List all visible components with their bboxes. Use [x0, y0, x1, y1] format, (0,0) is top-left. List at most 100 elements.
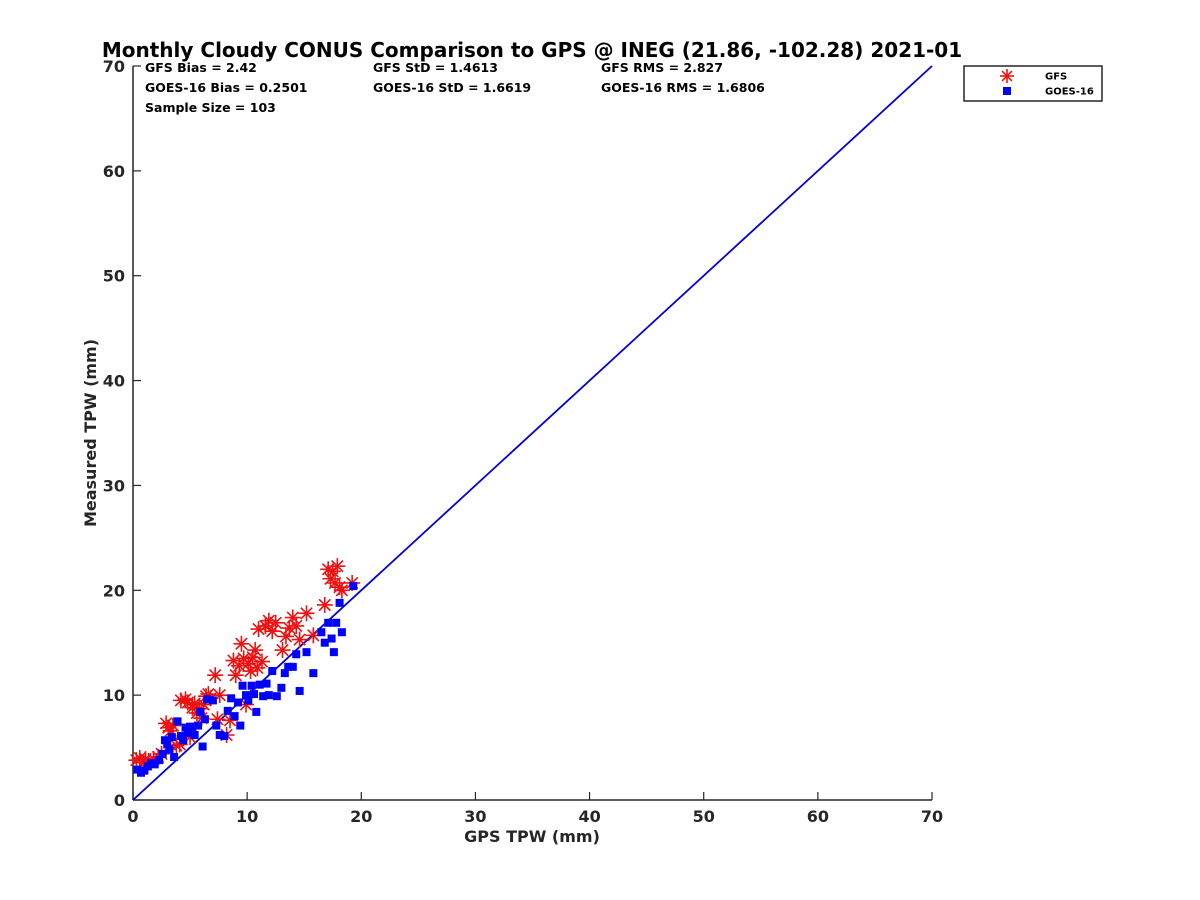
goes-point: [188, 726, 197, 735]
goes-point: [212, 721, 221, 730]
goes-point: [252, 707, 261, 716]
legend-box: [963, 65, 1103, 102]
goes-point: [327, 634, 336, 643]
x-tick-label: 70: [921, 807, 943, 826]
gfs-point: [233, 635, 250, 652]
goes-point: [155, 756, 164, 765]
goes-point: [190, 730, 199, 739]
sample-size-stat: Sample Size = 103: [145, 100, 276, 115]
gfs-point: [267, 614, 284, 631]
goes-point: [320, 638, 329, 647]
gfs-point: [247, 642, 264, 659]
goes-point: [259, 692, 268, 701]
goes-point: [309, 669, 318, 678]
legend-label: GOES-16: [1045, 87, 1094, 98]
goes-point: [165, 745, 174, 754]
gfs-rms-stat: GFS RMS = 2.827: [601, 60, 723, 75]
goes-point: [200, 715, 209, 724]
x-tick-label: 60: [807, 807, 829, 826]
gfs-point: [250, 621, 267, 638]
legend: GFS GOES-16: [963, 65, 1103, 102]
y-tick-label: 30: [103, 476, 125, 495]
goes-point: [255, 680, 264, 689]
gfs-point: [253, 653, 270, 670]
goes-point: [227, 694, 236, 703]
goes-point: [160, 736, 169, 745]
goes-point: [249, 690, 258, 699]
goes-point: [317, 628, 326, 637]
goes-std-stat: GOES-16 StD = 1.6619: [373, 80, 531, 95]
goes-point: [238, 681, 247, 690]
x-tick-label: 50: [693, 807, 715, 826]
goes-point: [223, 706, 232, 715]
goes-point: [198, 742, 207, 751]
reference-line-group: [132, 65, 933, 801]
gfs-bias-stat: GFS Bias = 2.42: [145, 60, 257, 75]
gfs-point: [291, 631, 308, 648]
goes-point: [234, 698, 243, 707]
goes-point: [183, 728, 192, 737]
goes-point: [324, 618, 333, 627]
goes-point: [181, 723, 190, 732]
goes-point: [302, 648, 311, 657]
y-axis-label: Measured TPW (mm): [81, 339, 100, 527]
gfs-point: [305, 627, 322, 644]
y-tick-label: 20: [103, 581, 125, 600]
goes-point: [242, 691, 251, 700]
goes-point: [244, 696, 253, 705]
gfs-point: [288, 617, 305, 634]
gfs-std-stat: GFS StD = 1.4613: [373, 60, 498, 75]
gfs-point: [207, 667, 224, 684]
goes-point: [292, 650, 301, 659]
axes: [132, 65, 933, 801]
goes-point: [186, 722, 195, 731]
y-tick-label: 0: [114, 791, 125, 810]
series-goes-16: [133, 582, 358, 777]
x-tick-label: 20: [350, 807, 372, 826]
goes-point: [176, 732, 185, 741]
y-tick-label: 10: [103, 686, 125, 705]
goes-point: [337, 628, 346, 637]
x-tick-label: 0: [127, 807, 138, 826]
goes-point: [170, 753, 179, 762]
goes-point: [194, 721, 203, 730]
gfs-point: [274, 642, 291, 659]
goes-point: [208, 696, 217, 705]
gfs-point: [333, 582, 350, 599]
x-axis-label: GPS TPW (mm): [464, 827, 600, 846]
reference-line: [132, 65, 933, 801]
gfs-point: [316, 596, 333, 613]
goes-point: [284, 662, 293, 671]
goes-point: [203, 695, 212, 704]
goes-point: [268, 667, 277, 676]
x-tick-label: 30: [464, 807, 486, 826]
goes-point: [295, 686, 304, 695]
legend-label: GFS: [1045, 72, 1067, 83]
goes-point: [272, 692, 281, 701]
y-tick-label: 60: [103, 162, 125, 181]
series-layer: [128, 558, 361, 777]
goes-point: [264, 691, 273, 700]
tick-labels: 0 10 20 30 40 50 60 70 0 10 20 30 40 50 60 70: [103, 57, 943, 826]
x-tick-label: 10: [236, 807, 258, 826]
y-tick-label: 50: [103, 267, 125, 286]
goes-point: [277, 683, 286, 692]
goes-point: [173, 717, 182, 726]
gfs-point: [329, 558, 346, 575]
goes-point: [196, 707, 205, 716]
x-tick-label: 40: [578, 807, 600, 826]
stats-block: GFS Bias = 2.42 GFS StD = 1.4613 GFS RMS…: [145, 60, 765, 115]
goes-point: [167, 733, 176, 742]
goes-rms-stat: GOES-16 RMS = 1.6806: [601, 80, 765, 95]
goes-point: [158, 749, 167, 758]
gfs-point: [298, 605, 315, 622]
goes-point: [262, 679, 271, 688]
legend-marker-goes: [1003, 87, 1011, 95]
goes-point: [236, 721, 245, 730]
goes-point: [329, 648, 338, 657]
goes-point: [163, 740, 172, 749]
goes-point: [247, 681, 256, 690]
goes-point: [332, 618, 341, 627]
